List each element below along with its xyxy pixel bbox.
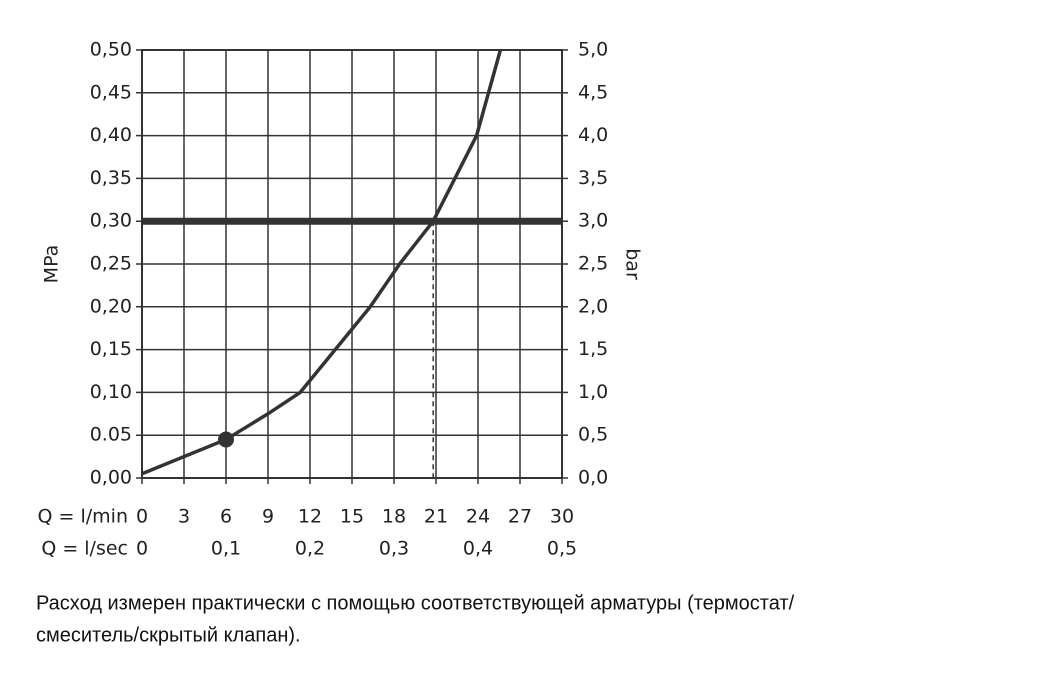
y-tick-label: 0,25 bbox=[90, 253, 132, 275]
y-tick-label: 0.05 bbox=[90, 424, 132, 446]
x-tick-label: 24 bbox=[466, 506, 490, 528]
y-tick-label: 0,20 bbox=[90, 295, 132, 317]
y2-tick-label: 1,0 bbox=[578, 381, 608, 403]
y2-axis-label: bar bbox=[622, 248, 644, 280]
x-tick-label: 21 bbox=[424, 506, 448, 528]
y2-tick-label: 3,0 bbox=[578, 210, 608, 232]
caption: смеситель/скрытый клапан). bbox=[36, 624, 301, 646]
x-axis-label: Q = l/min bbox=[38, 506, 128, 528]
y-tick-label: 0,45 bbox=[90, 81, 132, 103]
x2-tick-label: 0,1 bbox=[211, 538, 241, 560]
x-tick-label: 12 bbox=[298, 506, 322, 528]
x2-tick-label: 0 bbox=[136, 538, 148, 560]
x-tick-label: 9 bbox=[262, 506, 274, 528]
y2-tick-label: 0,0 bbox=[578, 467, 608, 489]
y2-tick-label: 5,0 bbox=[578, 39, 608, 61]
y-tick-label: 0,10 bbox=[90, 381, 132, 403]
y-tick-label: 0,40 bbox=[90, 124, 132, 146]
x2-tick-label: 0,2 bbox=[295, 538, 325, 560]
y-axis-label: MPa bbox=[41, 245, 63, 284]
y-tick-label: 0,50 bbox=[90, 39, 132, 61]
x-tick-label: 27 bbox=[508, 506, 532, 528]
x-tick-label: 6 bbox=[220, 506, 232, 528]
x2-tick-label: 0,5 bbox=[547, 538, 577, 560]
y2-tick-label: 3,5 bbox=[578, 167, 608, 189]
y2-tick-label: 4,5 bbox=[578, 81, 608, 103]
y2-tick-label: 4,0 bbox=[578, 124, 608, 146]
x2-axis-label: Q = l/sec bbox=[41, 538, 128, 560]
y-tick-label: 0,15 bbox=[90, 338, 132, 360]
y2-tick-label: 2,0 bbox=[578, 295, 608, 317]
x-tick-label: 30 bbox=[550, 506, 574, 528]
x2-tick-label: 0,4 bbox=[463, 538, 493, 560]
x2-tick-label: 0,3 bbox=[379, 538, 409, 560]
curve bbox=[141, 49, 503, 476]
y2-tick-label: 1,5 bbox=[578, 338, 608, 360]
plot-frame bbox=[141, 49, 563, 479]
x-tick-label: 18 bbox=[382, 506, 406, 528]
x-tick-label: 3 bbox=[178, 506, 190, 528]
x-tick-label: 15 bbox=[340, 506, 364, 528]
y-tick-label: 0,35 bbox=[90, 167, 132, 189]
y-tick-label: 0,00 bbox=[90, 467, 132, 489]
y-tick-label: 0,30 bbox=[90, 210, 132, 232]
caption: Расход измерен практически с помощью соо… bbox=[36, 592, 795, 614]
y2-tick-label: 2,5 bbox=[578, 253, 608, 275]
y2-tick-label: 0,5 bbox=[578, 424, 608, 446]
marker-point bbox=[218, 431, 234, 448]
x-tick-label: 0 bbox=[136, 506, 148, 528]
